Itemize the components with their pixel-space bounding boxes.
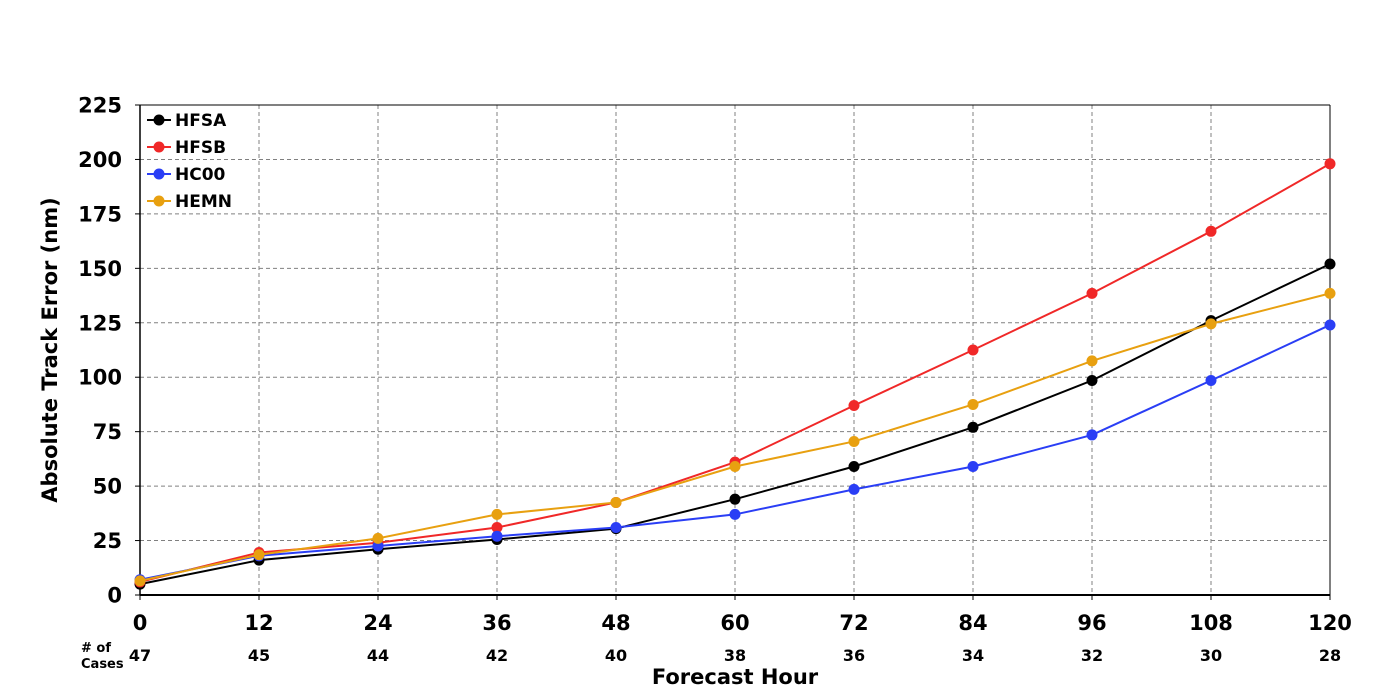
y-tick-label: 225 [78, 94, 122, 118]
plot-frame [135, 104, 1331, 600]
cases-count: 40 [605, 646, 627, 665]
x-tick-label: 12 [244, 611, 273, 635]
y-tick-label: 50 [93, 475, 122, 499]
data-point-hemn [372, 532, 384, 544]
data-point-hc00 [1324, 319, 1336, 331]
data-point-hfsa [1086, 374, 1098, 386]
y-tick-label: 150 [78, 257, 122, 281]
data-point-hfsb [967, 344, 979, 356]
legend-marker-hc00 [153, 168, 165, 180]
data-point-hfsb [848, 400, 860, 412]
data-point-hc00 [372, 540, 384, 552]
legend-entry-hc00: HC00 [147, 165, 226, 185]
x-tick-label: 108 [1189, 611, 1233, 635]
series-group [134, 158, 1336, 590]
cases-count: 32 [1081, 646, 1103, 665]
y-tick-label: 175 [78, 202, 122, 226]
x-tick-labels: 0 12 24 36 48 60 72 84 96 108 120 [133, 611, 1352, 635]
data-point-hc00 [1205, 374, 1217, 386]
legend-entry-hfsa: HFSA [147, 111, 227, 131]
legend-marker-hemn [153, 195, 165, 207]
y-tick-label: 125 [78, 311, 122, 335]
data-point-hemn [253, 549, 265, 561]
cases-count: 42 [486, 646, 508, 665]
x-tick-label: 24 [363, 611, 392, 635]
data-point-hfsb [491, 521, 503, 533]
y-tick-labels: 0 25 50 75 100 125 150 175 200 225 [78, 94, 122, 608]
cases-count: 45 [248, 646, 270, 665]
data-point-hfsa [967, 421, 979, 433]
legend-label-hfsb: HFSB [175, 138, 226, 158]
data-point-hemn [1205, 318, 1217, 330]
y-tick-label: 75 [93, 420, 122, 444]
data-point-hemn [134, 575, 146, 587]
data-point-hc00 [848, 483, 860, 495]
legend-entry-hfsb: HFSB [147, 138, 226, 158]
data-point-hc00 [967, 461, 979, 473]
legend-entry-hemn: HEMN [147, 192, 232, 212]
cases-count: 44 [367, 646, 389, 665]
data-point-hemn [967, 398, 979, 410]
legend: HFSA HFSB HC00 HEMN [147, 111, 232, 212]
data-point-hfsb [1205, 225, 1217, 237]
cases-count: 47 [129, 646, 151, 665]
data-point-hemn [1086, 355, 1098, 367]
legend-label-hc00: HC00 [175, 165, 226, 185]
y-tick-label: 25 [93, 529, 122, 553]
data-point-hemn [610, 496, 622, 508]
data-point-hemn [848, 435, 860, 447]
cases-count: 36 [843, 646, 865, 665]
y-axis-title: Absolute Track Error (nm) [38, 197, 62, 502]
x-tick-label: 96 [1077, 611, 1106, 635]
cases-label-line2: Cases [81, 657, 124, 672]
cases-row: # of Cases 47 45 44 42 40 38 36 34 32 30 28 [81, 641, 1341, 672]
data-point-hfsb [1324, 158, 1336, 170]
data-point-hfsa [848, 461, 860, 473]
x-tick-label: 60 [720, 611, 749, 635]
data-point-hc00 [610, 521, 622, 533]
data-point-hfsa [1324, 258, 1336, 270]
series-hemn [134, 287, 1336, 587]
data-point-hfsb [1086, 287, 1098, 299]
data-point-hc00 [729, 508, 741, 520]
data-point-hemn [1324, 287, 1336, 299]
data-point-hemn [491, 508, 503, 520]
y-tick-label: 200 [78, 148, 122, 172]
x-axis-title: Forecast Hour [652, 665, 819, 689]
data-point-hfsa [729, 493, 741, 505]
data-point-hc00 [1086, 429, 1098, 441]
y-tick-label: 0 [107, 584, 122, 608]
cases-count: 38 [724, 646, 746, 665]
x-tick-label: 36 [482, 611, 511, 635]
legend-label-hfsa: HFSA [175, 111, 227, 131]
x-tick-label: 0 [133, 611, 148, 635]
legend-label-hemn: HEMN [175, 192, 232, 212]
data-point-hemn [729, 461, 741, 473]
y-tick-label: 100 [78, 366, 122, 390]
x-tick-label: 120 [1308, 611, 1352, 635]
data-point-hc00 [491, 530, 503, 542]
x-tick-label: 72 [839, 611, 868, 635]
cases-count: 30 [1200, 646, 1222, 665]
cases-count: 28 [1319, 646, 1341, 665]
cases-label-line1: # of [81, 641, 111, 656]
cases-count: 34 [962, 646, 984, 665]
x-tick-label: 84 [958, 611, 987, 635]
x-tick-label: 48 [601, 611, 630, 635]
legend-marker-hfsa [153, 114, 165, 126]
legend-marker-hfsb [153, 141, 165, 153]
